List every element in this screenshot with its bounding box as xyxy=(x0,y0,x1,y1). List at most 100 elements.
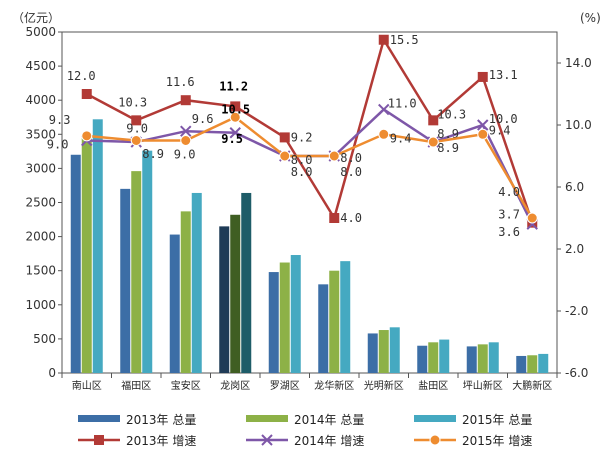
legend-label: 2015年 增速 xyxy=(462,434,532,448)
marker-square xyxy=(180,95,191,106)
left-tick-label: 2500 xyxy=(25,196,56,210)
legend-label: 2015年 总量 xyxy=(462,413,532,427)
bar xyxy=(477,344,488,373)
legend-swatch xyxy=(414,415,456,422)
bar xyxy=(389,327,400,373)
left-tick-label: 1000 xyxy=(25,298,56,312)
data-label: 10.3 xyxy=(118,95,147,109)
bar xyxy=(428,342,439,373)
bar xyxy=(318,284,329,373)
data-label: 8.9 xyxy=(437,141,459,155)
bar xyxy=(81,134,92,373)
marker-x xyxy=(229,127,241,139)
bar xyxy=(538,353,549,373)
data-label: 8.0 xyxy=(340,165,362,179)
data-label: 10.0 xyxy=(489,112,518,126)
data-label: 11.2 xyxy=(219,79,248,93)
data-label: 11.6 xyxy=(166,75,195,89)
bar xyxy=(70,154,81,373)
legend-label: 2013年 总量 xyxy=(126,413,196,427)
bar xyxy=(329,270,340,373)
x-tick-label: 罗湖区 xyxy=(270,380,300,392)
left-tick-label: 2000 xyxy=(25,230,56,244)
marker-circle xyxy=(477,128,489,140)
x-tick-label: 坪山新区 xyxy=(463,379,503,392)
data-label: 9.2 xyxy=(291,130,313,144)
right-tick-label: -6.0 xyxy=(565,366,588,380)
legend-label: 2014年 总量 xyxy=(294,413,364,427)
marker-circle xyxy=(180,135,192,146)
marker-circle xyxy=(81,130,93,142)
data-label: 13.1 xyxy=(489,68,518,82)
data-label: 15.5 xyxy=(390,33,419,47)
marker-square xyxy=(279,132,290,143)
left-axis-unit: （亿元） xyxy=(12,10,60,25)
bar xyxy=(516,355,527,373)
marker-circle xyxy=(328,150,340,162)
right-tick-label: -2.0 xyxy=(565,304,588,318)
data-label: 11.0 xyxy=(388,97,417,111)
data-label: 12.0 xyxy=(67,69,96,83)
data-label: 9.5 xyxy=(221,132,243,146)
x-tick-label: 南山区 xyxy=(72,379,102,392)
bar xyxy=(268,272,279,373)
marker-x xyxy=(180,125,192,137)
right-tick-label: 14.0 xyxy=(565,56,592,70)
marker-square xyxy=(477,71,488,82)
data-label: 3.7 xyxy=(498,208,520,222)
data-label: 8.9 xyxy=(142,147,164,161)
left-tick-label: 5000 xyxy=(25,25,56,39)
data-label: 10.3 xyxy=(437,107,466,121)
x-tick-label: 大鹏新区 xyxy=(512,379,552,392)
bar xyxy=(230,214,241,373)
marker-circle xyxy=(130,135,142,146)
marker-square xyxy=(230,101,241,112)
marker-square xyxy=(81,89,92,99)
bar xyxy=(120,188,131,373)
marker-circle xyxy=(526,212,538,224)
right-tick-label: 2.0 xyxy=(565,242,584,256)
bar xyxy=(527,355,538,373)
left-tick-label: 3000 xyxy=(25,161,56,175)
left-tick-label: 3500 xyxy=(25,127,56,141)
data-label: 9.0 xyxy=(174,148,196,162)
bar xyxy=(488,342,499,373)
marker-x xyxy=(477,119,489,131)
right-axis-unit: (%) xyxy=(580,11,601,25)
x-tick-label: 宝安区 xyxy=(171,379,201,392)
x-tick-label: 光明新区 xyxy=(364,379,404,392)
data-label: 4.0 xyxy=(498,185,520,199)
bar xyxy=(439,339,450,373)
left-tick-label: 4000 xyxy=(25,93,56,107)
marker-x xyxy=(378,103,390,116)
data-label: 3.6 xyxy=(498,225,520,239)
legend-swatch xyxy=(246,415,288,422)
left-tick-label: 1500 xyxy=(25,264,56,278)
bar xyxy=(290,255,301,373)
marker-square xyxy=(428,115,439,126)
bar xyxy=(378,330,389,373)
series-line xyxy=(86,36,534,224)
legend-marker-circle xyxy=(429,434,441,446)
bar xyxy=(191,192,202,373)
bar xyxy=(241,192,252,373)
right-tick-label: 6.0 xyxy=(565,180,584,194)
bar xyxy=(340,261,351,373)
marker-circle xyxy=(229,111,241,123)
marker-circle xyxy=(279,150,291,162)
data-label: 4.0 xyxy=(340,211,362,225)
data-label: 9.4 xyxy=(489,123,511,137)
marker-circle xyxy=(427,136,439,148)
marker-square xyxy=(329,213,340,223)
legend-marker-square xyxy=(94,435,104,445)
legend-label: 2013年 增速 xyxy=(126,434,196,448)
x-tick-label: 龙华新区 xyxy=(314,379,354,392)
data-label: 8.0 xyxy=(291,165,313,179)
bar xyxy=(131,171,142,373)
bar xyxy=(92,119,103,374)
legend-marker-x xyxy=(261,434,273,446)
data-label: 9.4 xyxy=(390,131,412,145)
right-tick-label: 10.0 xyxy=(565,118,592,132)
data-label: 10.5 xyxy=(221,102,250,116)
